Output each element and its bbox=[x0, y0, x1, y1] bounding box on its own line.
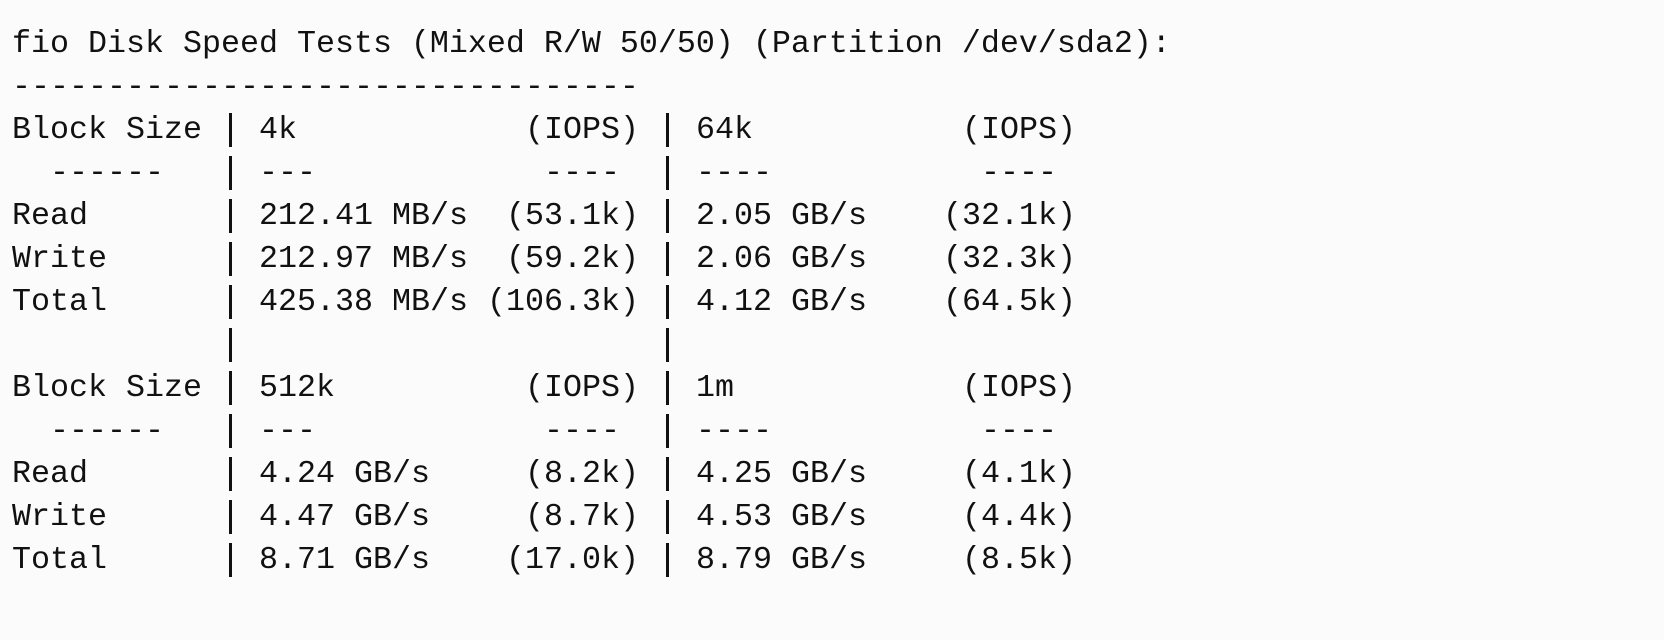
value-cell: 4.24 GB/s bbox=[259, 456, 430, 492]
divider-cell: --- bbox=[259, 413, 316, 449]
column-divider bbox=[666, 414, 669, 448]
value-cell: (64.5k) bbox=[943, 284, 1076, 320]
header-cell: 4k bbox=[259, 112, 297, 148]
header-cell: (IOPS) bbox=[525, 370, 639, 406]
row-label: Read bbox=[12, 198, 88, 234]
value-cell: 2.06 GB/s bbox=[696, 241, 867, 277]
column-divider bbox=[229, 328, 232, 362]
row-label: Write bbox=[12, 241, 107, 277]
divider-cell: ---- bbox=[981, 413, 1057, 449]
divider-cell: ---- bbox=[544, 413, 620, 449]
column-divider bbox=[666, 371, 669, 405]
value-cell: (4.4k) bbox=[962, 499, 1076, 535]
row-label: Total bbox=[12, 284, 107, 320]
divider-cell: --- bbox=[259, 155, 316, 191]
column-divider bbox=[229, 543, 232, 577]
column-divider bbox=[666, 285, 669, 319]
value-cell: 8.79 GB/s bbox=[696, 542, 867, 578]
column-divider bbox=[229, 199, 232, 233]
column-divider bbox=[666, 328, 669, 362]
value-cell: (8.2k) bbox=[525, 456, 639, 492]
column-divider bbox=[229, 113, 232, 147]
column-divider bbox=[229, 457, 232, 491]
column-divider bbox=[229, 156, 232, 190]
value-cell: (8.7k) bbox=[525, 499, 639, 535]
value-cell: 4.47 GB/s bbox=[259, 499, 430, 535]
value-cell: 4.53 GB/s bbox=[696, 499, 867, 535]
value-cell: (17.0k) bbox=[506, 542, 639, 578]
value-cell: 2.05 GB/s bbox=[696, 198, 867, 234]
header-cell: (IOPS) bbox=[962, 112, 1076, 148]
value-cell: 212.97 MB/s bbox=[259, 241, 468, 277]
column-divider bbox=[666, 199, 669, 233]
value-cell: 425.38 MB/s bbox=[259, 284, 468, 320]
column-divider bbox=[666, 242, 669, 276]
divider-cell: ---- bbox=[981, 155, 1057, 191]
column-divider bbox=[229, 242, 232, 276]
header-cell: (IOPS) bbox=[525, 112, 639, 148]
header-cell: (IOPS) bbox=[962, 370, 1076, 406]
column-divider bbox=[666, 156, 669, 190]
value-cell: (4.1k) bbox=[962, 456, 1076, 492]
value-cell: (53.1k) bbox=[506, 198, 639, 234]
column-divider bbox=[229, 500, 232, 534]
row-label: Block Size bbox=[12, 112, 202, 148]
divider-cell: ------ bbox=[50, 155, 164, 191]
value-cell: (32.3k) bbox=[943, 241, 1076, 277]
value-cell: 4.25 GB/s bbox=[696, 456, 867, 492]
separator: --------------------------------- bbox=[12, 69, 639, 105]
row-label: Read bbox=[12, 456, 88, 492]
divider-cell: ------ bbox=[50, 413, 164, 449]
value-cell: (59.2k) bbox=[506, 241, 639, 277]
value-cell: (106.3k) bbox=[487, 284, 639, 320]
value-cell: (32.1k) bbox=[943, 198, 1076, 234]
header-cell: 1m bbox=[696, 370, 734, 406]
row-label: Write bbox=[12, 499, 107, 535]
column-divider bbox=[666, 543, 669, 577]
column-divider bbox=[229, 371, 232, 405]
value-cell: 212.41 MB/s bbox=[259, 198, 468, 234]
divider-cell: ---- bbox=[696, 155, 772, 191]
value-cell: 8.71 GB/s bbox=[259, 542, 430, 578]
row-label: Block Size bbox=[12, 370, 202, 406]
header-cell: 512k bbox=[259, 370, 335, 406]
value-cell: (8.5k) bbox=[962, 542, 1076, 578]
column-divider bbox=[666, 457, 669, 491]
column-divider bbox=[666, 500, 669, 534]
row-label: Total bbox=[12, 542, 107, 578]
divider-cell: ---- bbox=[696, 413, 772, 449]
header-cell: 64k bbox=[696, 112, 753, 148]
column-divider bbox=[229, 414, 232, 448]
divider-cell: ---- bbox=[544, 155, 620, 191]
column-divider bbox=[666, 113, 669, 147]
value-cell: 4.12 GB/s bbox=[696, 284, 867, 320]
column-divider bbox=[229, 285, 232, 319]
title: fio Disk Speed Tests (Mixed R/W 50/50) (… bbox=[12, 26, 1171, 62]
